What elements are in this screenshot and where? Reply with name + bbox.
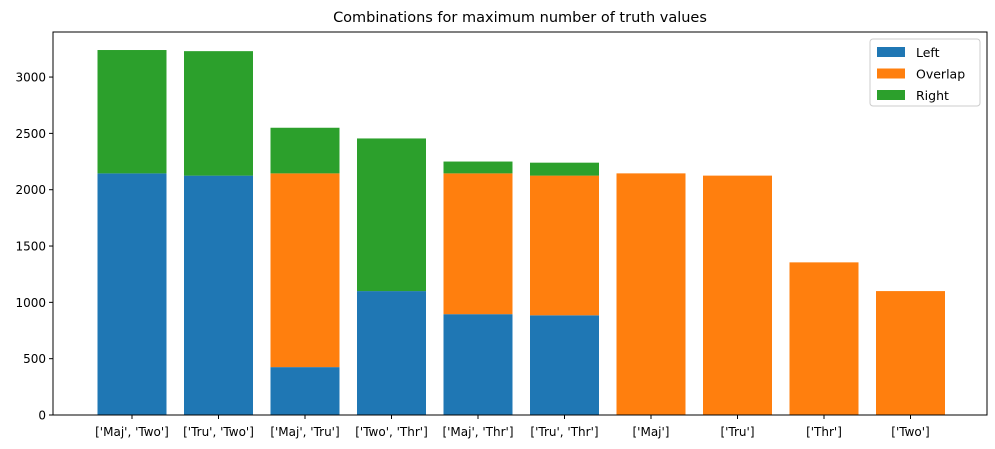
axes-group: 0 500 1000 1500 2000 2500 3000 ['Maj', 'Two'] ['… <box>15 31 988 439</box>
plot-frame <box>52 31 988 416</box>
bar-overlap-5 <box>530 175 599 316</box>
x-tick-label: ['Two'] <box>891 425 929 439</box>
y-tick-label: 500 <box>23 352 46 366</box>
y-tick-label: 1000 <box>15 296 46 310</box>
bar-right-0 <box>97 50 167 174</box>
x-tick-label: ['Maj'] <box>632 425 669 439</box>
bar-left-0 <box>97 173 167 415</box>
bar-left-5 <box>530 315 599 415</box>
bar-overlap-7 <box>703 175 772 415</box>
chart-title: Combinations for maximum number of truth… <box>333 10 707 26</box>
bar-overlap-4 <box>443 173 513 315</box>
legend-label-right: Right <box>916 88 949 103</box>
x-tick-label: ['Tru', 'Two'] <box>183 425 254 439</box>
y-tick-label: 1500 <box>15 240 46 254</box>
x-tick-label: ['Tru'] <box>720 425 754 439</box>
bar-left-3 <box>357 291 426 415</box>
bar-right-2 <box>270 127 340 174</box>
legend-swatch-overlap <box>877 68 905 79</box>
bar-left-2 <box>270 367 340 415</box>
bar-overlap-9 <box>876 291 945 415</box>
bar-right-4 <box>443 161 513 174</box>
x-tick-label: ['Two', 'Thr'] <box>355 425 428 439</box>
y-tick-label: 2500 <box>15 127 46 141</box>
bar-right-3 <box>357 138 426 292</box>
legend-label-overlap: Overlap <box>916 67 965 82</box>
x-tick-label: ['Maj', 'Two'] <box>95 425 169 439</box>
bar-left-4 <box>443 314 513 415</box>
x-tick-label: ['Tru', 'Thr'] <box>530 425 598 439</box>
x-tick-label: ['Maj', 'Thr'] <box>442 425 513 439</box>
y-tick-label: 0 <box>38 409 46 423</box>
bar-right-5 <box>530 162 599 176</box>
bar-right-1 <box>184 51 253 176</box>
x-tick-label: ['Thr'] <box>806 425 842 439</box>
y-tick-label: 3000 <box>15 71 46 85</box>
legend-label-left: Left <box>916 45 940 60</box>
legend-swatch-right <box>877 90 905 100</box>
bar-overlap-2 <box>270 173 340 368</box>
legend-swatch-left <box>877 47 905 57</box>
legend: Left Overlap Right <box>869 38 981 107</box>
bar-left-1 <box>184 175 253 415</box>
bar-overlap-8 <box>789 262 859 415</box>
y-tick-label: 2000 <box>15 183 46 197</box>
x-tick-label: ['Maj', 'Tru'] <box>270 425 339 439</box>
bar-overlap-6 <box>616 173 686 415</box>
bars-group <box>97 50 945 415</box>
